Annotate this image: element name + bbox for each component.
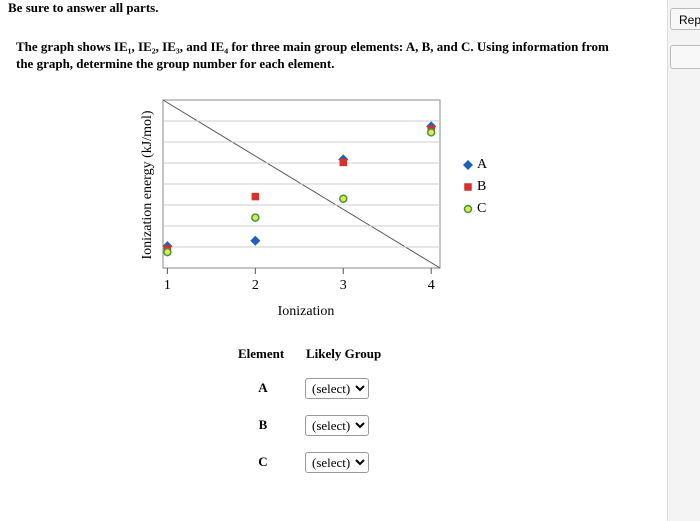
marker-circle — [163, 247, 172, 257]
x-axis-label: Ionization — [278, 304, 335, 319]
element-cell: C — [258, 454, 268, 469]
table-header: Likely Group — [306, 346, 382, 361]
marker-circle — [339, 194, 348, 203]
group-select[interactable]: (select) — [305, 378, 369, 399]
marker-square — [339, 158, 348, 167]
legend-marker — [464, 183, 472, 191]
group-select[interactable]: (select) — [305, 415, 369, 436]
legend-label: B — [477, 179, 486, 194]
group-select[interactable]: (select) — [305, 452, 369, 473]
marker-square — [251, 192, 260, 201]
x-tick-label: 4 — [428, 278, 435, 293]
instruction: Be sure to answer all parts. — [8, 0, 159, 15]
side-box[interactable] — [670, 45, 700, 69]
element-cell: A — [258, 380, 268, 395]
table-header: Element — [238, 346, 285, 361]
legend-marker — [463, 204, 473, 214]
marker-diamond — [250, 235, 261, 246]
x-tick-label: 1 — [164, 278, 171, 293]
legend-label: A — [477, 157, 488, 172]
legend-marker — [463, 160, 473, 170]
question-text: The graph shows IE₁, IE₂, IE₃, and IE₄ f… — [16, 39, 609, 71]
marker-circle — [251, 213, 260, 222]
report-button[interactable]: Rep — [670, 8, 700, 30]
x-tick-label: 2 — [252, 278, 259, 293]
element-cell: B — [258, 417, 268, 432]
side-panel — [667, 0, 700, 521]
legend-label: C — [477, 201, 486, 216]
y-axis-label: Ionization energy (kJ/mol) — [140, 110, 155, 259]
x-tick-label: 3 — [340, 278, 347, 293]
marker-circle — [426, 128, 436, 137]
